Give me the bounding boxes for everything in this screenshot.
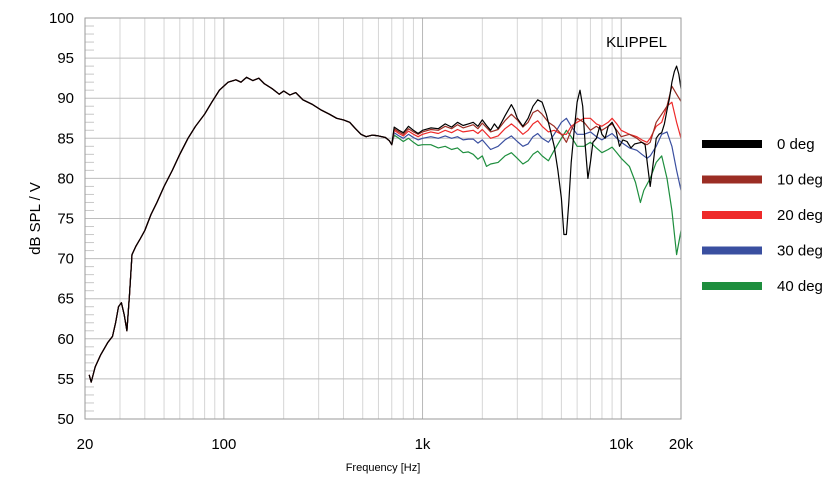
legend-swatch-0-deg (702, 140, 762, 148)
y-tick-label: 70 (57, 251, 74, 268)
legend-label-40-deg: 40 deg (777, 278, 823, 295)
y-tick-label: 75 (57, 211, 74, 228)
legend-swatch-20-deg (702, 211, 762, 219)
legend-swatch-10-deg (702, 175, 762, 184)
x-tick-label: 20k (669, 436, 694, 453)
x-tick-label: 20 (77, 436, 94, 453)
y-tick-label: 90 (57, 90, 74, 107)
legend-label-30-deg: 30 deg (777, 243, 823, 260)
series-line-0-deg (88, 65, 682, 383)
x-tick-label: 10k (609, 436, 634, 453)
x-tick-label: 1k (415, 436, 431, 453)
y-tick-label: 50 (57, 411, 74, 428)
klippel-watermark: KLIPPEL (606, 34, 667, 51)
y-tick-label: 100 (49, 10, 74, 27)
legend-swatch-30-deg (702, 246, 762, 255)
legend-swatch-40-deg (702, 282, 762, 290)
y-tick-label: 55 (57, 371, 74, 388)
axis-ticks: 50 55 60 65 70 75 80 85 90 95 100 20 100 1k 10k 20k (49, 10, 694, 453)
y-tick-label: 60 (57, 331, 74, 348)
legend-label-10-deg: 10 deg (777, 172, 823, 189)
y-tick-label: 80 (57, 170, 74, 187)
legend-label-0-deg: 0 deg (777, 136, 815, 153)
plot-frame (84, 17, 682, 420)
x-axis-label: Frequency [Hz] (346, 462, 421, 474)
x-tick-label: 100 (211, 436, 236, 453)
y-axis-title: dB SPL / V (27, 182, 44, 255)
legend-label-20-deg: 20 deg (777, 207, 823, 224)
legend: 0 deg 10 deg 20 deg 30 deg 40 deg (702, 136, 823, 295)
y-tick-label: 95 (57, 50, 74, 67)
y-tick-label: 65 (57, 291, 74, 308)
y-tick-label: 85 (57, 130, 74, 147)
series-lines (88, 65, 682, 383)
y-axis-label: dB SPL / V (27, 182, 44, 255)
